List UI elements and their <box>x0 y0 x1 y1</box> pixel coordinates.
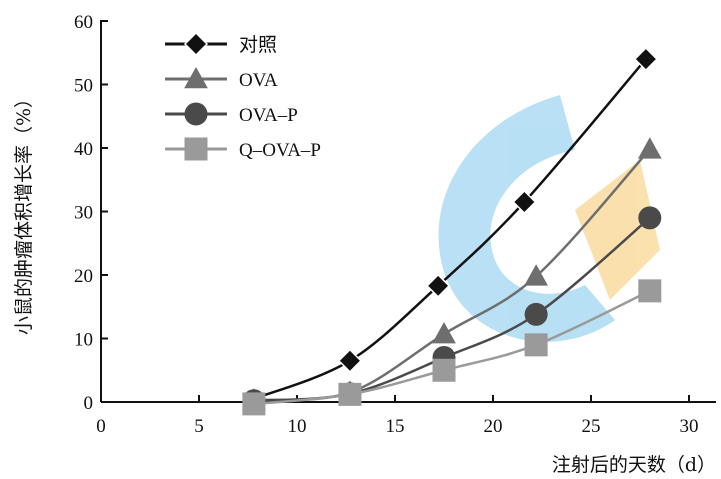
y-tick-label: 30 <box>74 203 93 224</box>
y-ticks: 0 10 20 30 40 50 60 <box>74 12 108 414</box>
x-tick-label: 0 <box>96 416 106 437</box>
data-point-triangle <box>432 322 456 344</box>
data-point-triangle <box>524 264 548 286</box>
legend-label: 对照 <box>239 34 277 56</box>
y-tick-label: 50 <box>74 76 93 97</box>
x-tick-label: 15 <box>386 416 405 437</box>
x-tick-label: 20 <box>484 416 503 437</box>
data-point-square <box>338 382 362 406</box>
data-point-circle <box>524 302 548 326</box>
x-tick-label: 30 <box>680 416 699 437</box>
x-tick-label: 5 <box>194 416 204 437</box>
y-tick-label: 10 <box>74 330 93 351</box>
legend: 对照 OVA OVA–P Q–OVA–P <box>165 31 321 161</box>
x-tick-label: 10 <box>288 416 307 437</box>
y-tick-label: 60 <box>74 12 93 33</box>
data-point-square <box>432 358 456 382</box>
y-tick-label: 40 <box>74 139 93 160</box>
y-tick-label: 20 <box>74 266 93 287</box>
legend-marker-triangle <box>184 66 208 89</box>
data-point-triangle <box>637 137 662 159</box>
legend-marker-diamond <box>183 31 209 57</box>
data-point-diamond <box>337 348 362 373</box>
legend-label: OVA <box>239 70 278 91</box>
legend-marker-square <box>184 137 208 161</box>
x-axis-title: 注射后的天数（d） <box>552 454 716 476</box>
data-point-diamond <box>512 189 537 215</box>
legend-marker-circle <box>184 102 208 126</box>
y-axis-title: 小鼠的肿瘤体积增长率（%） <box>13 89 35 335</box>
legend-label: OVA–P <box>239 105 298 126</box>
data-point-circle <box>638 206 662 230</box>
data-point-diamond <box>633 47 658 72</box>
data-point-square <box>638 279 662 303</box>
x-tick-label: 25 <box>582 416 601 437</box>
data-point-square <box>524 333 548 357</box>
data-point-diamond <box>426 273 451 298</box>
x-ticks: 0 5 10 15 20 25 30 <box>96 395 699 437</box>
legend-label: Q–OVA–P <box>239 140 321 161</box>
series-4 <box>242 279 662 416</box>
watermark <box>438 95 660 342</box>
data-point-square <box>242 392 266 416</box>
y-tick-label: 0 <box>84 393 94 414</box>
series-layer <box>241 47 662 416</box>
